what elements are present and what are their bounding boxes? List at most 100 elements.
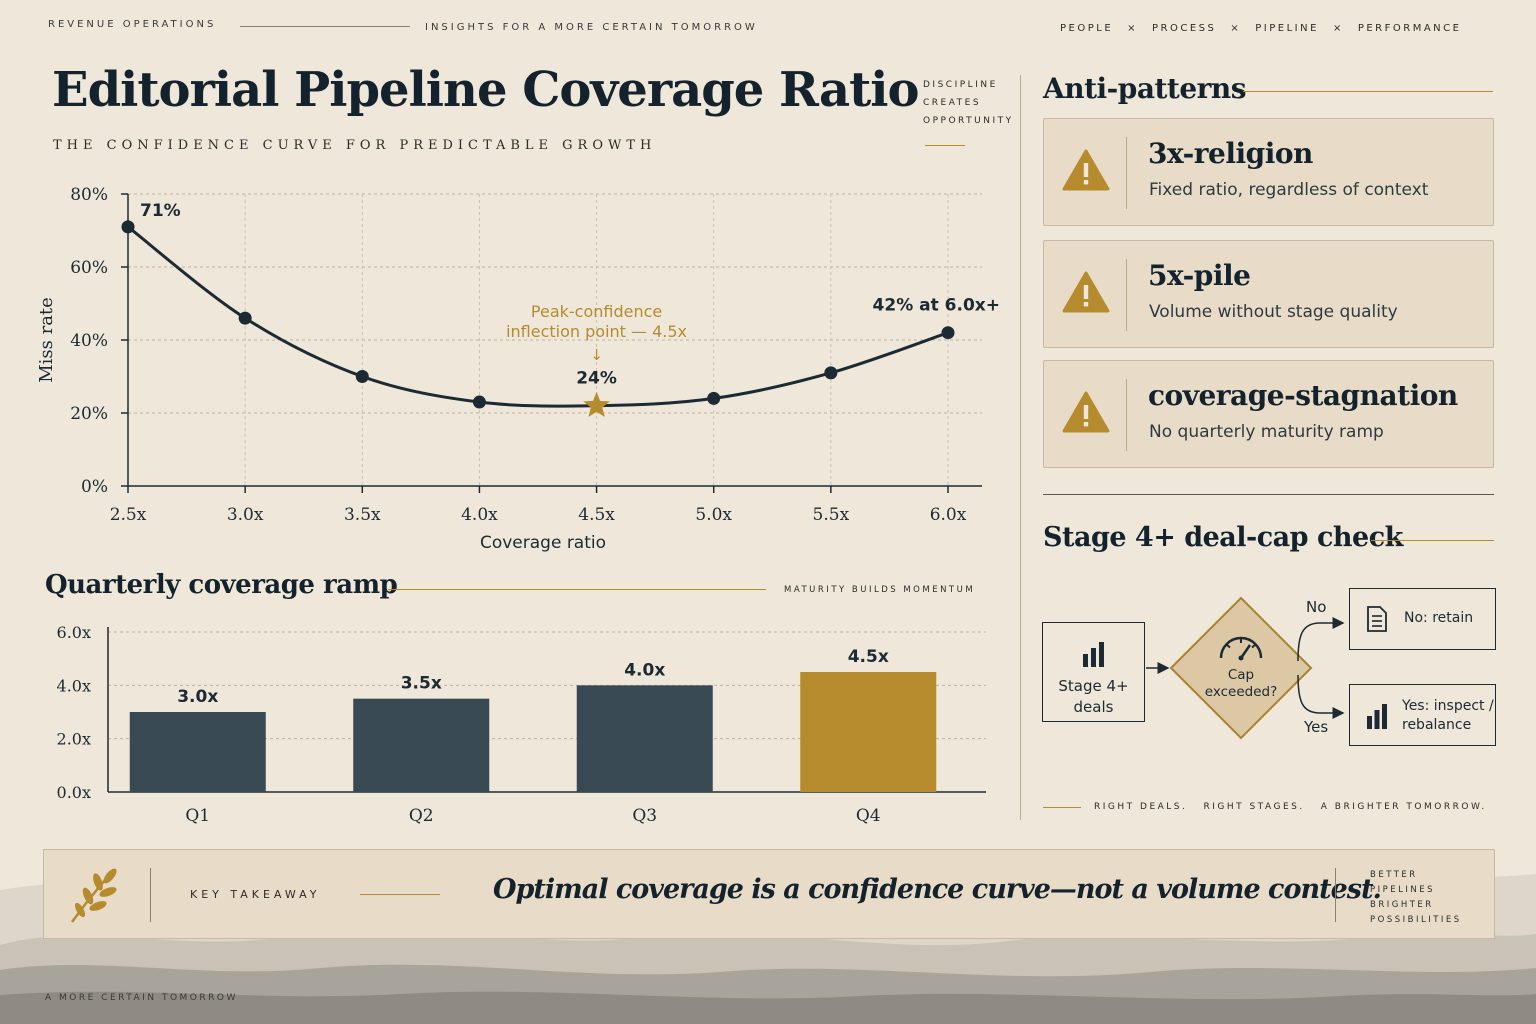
y-tick-label: 4.0x (57, 676, 91, 695)
data-label: 71% (140, 201, 181, 221)
no-outcome-box: No: retain (1349, 588, 1496, 650)
miss-rate-line-chart: 0% 20% 40% 60% 80% 2.5x 3.0x 3.5x 4.0x 4.5x 5.0x 5.… (36, 185, 1000, 553)
bar-value-label: 4.0x (624, 660, 665, 680)
x-tick-label: 3.0x (227, 505, 264, 525)
annotation-line: inflection point — 4.5x (506, 322, 687, 341)
category-label: Q4 (856, 806, 881, 826)
flow-start-label: deals (1073, 698, 1114, 716)
bar-chart-title-rule (388, 589, 766, 590)
takeaway-rule (360, 894, 440, 895)
bar-chart-icon (1083, 642, 1104, 667)
antipattern-title: coverage-stagnation (1148, 379, 1458, 412)
bar-value-label: 3.0x (177, 687, 218, 707)
x-tick-label: 6.0x (930, 505, 967, 525)
antipattern-desc: Fixed ratio, regardless of context (1149, 180, 1429, 200)
data-point (472, 395, 486, 409)
antipattern-card: coverage-stagnation No quarterly maturit… (1043, 360, 1494, 468)
x-tick-label: 5.0x (695, 505, 732, 525)
flow-footer-rule (1043, 807, 1081, 808)
y-tick-label: 40% (70, 331, 108, 351)
yes-outcome-label: Yes: inspect / (1402, 698, 1494, 714)
y-tick-label: 2.0x (57, 730, 91, 749)
bar (576, 685, 713, 792)
header-rule (240, 26, 410, 27)
x-tick-label: 5.5x (813, 505, 850, 525)
nav-separator: × (1127, 23, 1139, 34)
key-takeaway-banner: Key takeaway Optimal coverage is a confi… (43, 849, 1495, 939)
antipattern-desc: Volume without stage quality (1149, 302, 1398, 322)
antipatterns-title: Anti-patterns (1043, 72, 1247, 105)
annotation-arrow: ↓ (590, 346, 603, 364)
card-divider (1126, 137, 1127, 209)
decision-label: Cap (1227, 667, 1255, 683)
x-tick-label: 4.0x (461, 505, 498, 525)
yes-outcome-label: rebalance (1402, 717, 1472, 733)
data-label: 24% (576, 369, 617, 389)
header-nav: People × Process × Pipeline × Performanc… (1060, 23, 1461, 34)
bar-chart-tagline: Maturity builds momentum (784, 585, 976, 595)
bar (800, 672, 937, 792)
column-divider (1020, 75, 1021, 820)
flow-start-box: Stage 4+ deals (1042, 622, 1145, 722)
y-tick-label: 6.0x (57, 623, 91, 642)
yes-branch-label: Yes (1304, 718, 1329, 736)
antipattern-title: 5x-pile (1148, 259, 1251, 292)
y-axis-label: Miss rate (36, 297, 57, 383)
bar-value-label: 3.5x (401, 674, 442, 694)
bar (353, 698, 490, 792)
page-subtitle: The confidence curve for predictable gro… (53, 138, 657, 153)
category-label: Q1 (185, 806, 210, 826)
bar-value-label: 4.5x (848, 647, 889, 667)
bar (129, 712, 266, 792)
y-tick-label: 80% (70, 185, 108, 205)
warning-icon (1062, 391, 1110, 433)
motto-rule (925, 145, 965, 146)
banner-divider (1335, 868, 1336, 922)
laurel-leaf-icon (70, 868, 117, 923)
document-icon (1367, 606, 1387, 632)
x-tick-label: 2.5x (110, 505, 147, 525)
no-outcome-label: No: retain (1404, 610, 1474, 626)
antipatterns-rule (1243, 91, 1493, 92)
takeaway-text: Optimal coverage is a confidence curve—n… (493, 874, 1382, 905)
data-point (355, 370, 369, 383)
category-label: Q2 (409, 806, 434, 826)
y-tick-label: 20% (70, 404, 108, 424)
antipattern-card: 3x-religion Fixed ratio, regardless of c… (1043, 118, 1494, 226)
antipattern-card: 5x-pile Volume without stage quality (1043, 240, 1494, 348)
nav-performance[interactable]: Performance (1357, 23, 1462, 34)
gauge-icon (1219, 636, 1263, 661)
flow-title-rule (1371, 540, 1494, 541)
page-title: Editorial Pipeline Coverage Ratio (52, 62, 920, 118)
warning-icon (1062, 149, 1110, 191)
data-point (707, 391, 721, 405)
decision-diamond (1169, 596, 1313, 740)
flow-footer: Right deals. Right stages. A brighter to… (1094, 802, 1487, 812)
card-divider (1126, 259, 1127, 331)
takeaway-label: Key takeaway (190, 888, 321, 901)
nav-process[interactable]: Process (1152, 23, 1217, 34)
x-tick-label: 4.5x (578, 505, 615, 525)
nav-people[interactable]: People (1060, 23, 1114, 34)
data-point (238, 311, 252, 325)
nav-separator: × (1230, 23, 1242, 34)
annotation-line: Peak-confidence (531, 302, 662, 321)
no-branch-label: No (1306, 598, 1327, 616)
x-tick-label: 3.5x (344, 505, 381, 525)
flow-start-label: Stage 4+ (1058, 677, 1129, 695)
banner-divider (150, 868, 151, 922)
antipattern-title: 3x-religion (1148, 137, 1313, 170)
header-left-label: Revenue Operations (48, 19, 217, 30)
antipattern-desc: No quarterly maturity ramp (1149, 422, 1384, 442)
header-center-label: Insights for a more certain tomorrow (425, 22, 758, 33)
y-tick-label: 0% (81, 477, 108, 497)
flow-title: Stage 4+ deal-cap check (1043, 522, 1403, 553)
nav-separator: × (1332, 23, 1344, 34)
section-rule (1043, 494, 1494, 495)
data-point (121, 220, 135, 234)
nav-pipeline[interactable]: Pipeline (1255, 23, 1319, 34)
y-tick-label: 0.0x (57, 783, 91, 802)
decision-label: exceeded? (1204, 684, 1278, 700)
warning-icon (1062, 271, 1110, 313)
category-label: Q3 (632, 806, 657, 826)
